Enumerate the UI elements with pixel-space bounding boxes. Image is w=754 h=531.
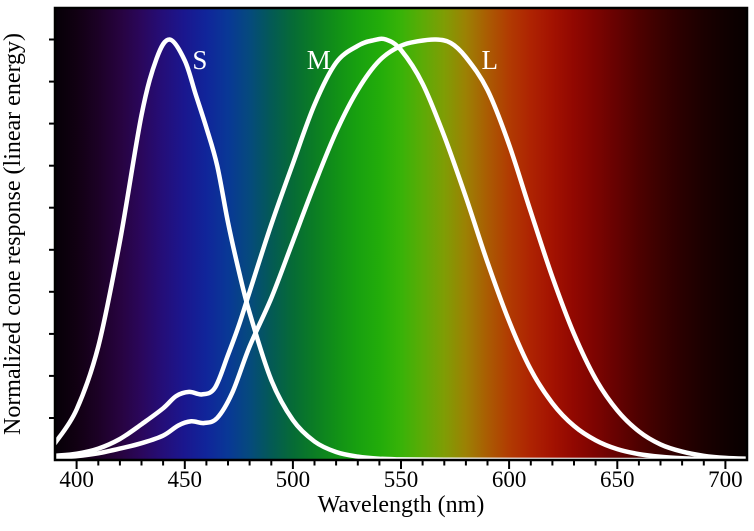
- cone-curve-l: [55, 37, 747, 460]
- x-tick-label: 600: [492, 467, 527, 492]
- x-axis-label: Wavelength (nm): [318, 492, 485, 518]
- y-axis-label: Normalized cone response (linear energy): [0, 33, 26, 435]
- curve-label-l: L: [481, 45, 498, 75]
- x-tick-label: 650: [600, 467, 635, 492]
- x-tick-label: 400: [59, 467, 94, 492]
- x-tick-label: 700: [708, 467, 743, 492]
- curve-label-s: S: [192, 45, 207, 75]
- plot-frame: [53, 6, 749, 462]
- curve-label-m: M: [307, 45, 331, 75]
- x-tick-label: 500: [276, 467, 311, 492]
- cone-curve-m: [55, 36, 747, 460]
- x-tick-label: 550: [384, 467, 419, 492]
- x-tick-label: 450: [168, 467, 203, 492]
- spectrum-background: [55, 8, 747, 460]
- axis-ticks: [49, 38, 727, 469]
